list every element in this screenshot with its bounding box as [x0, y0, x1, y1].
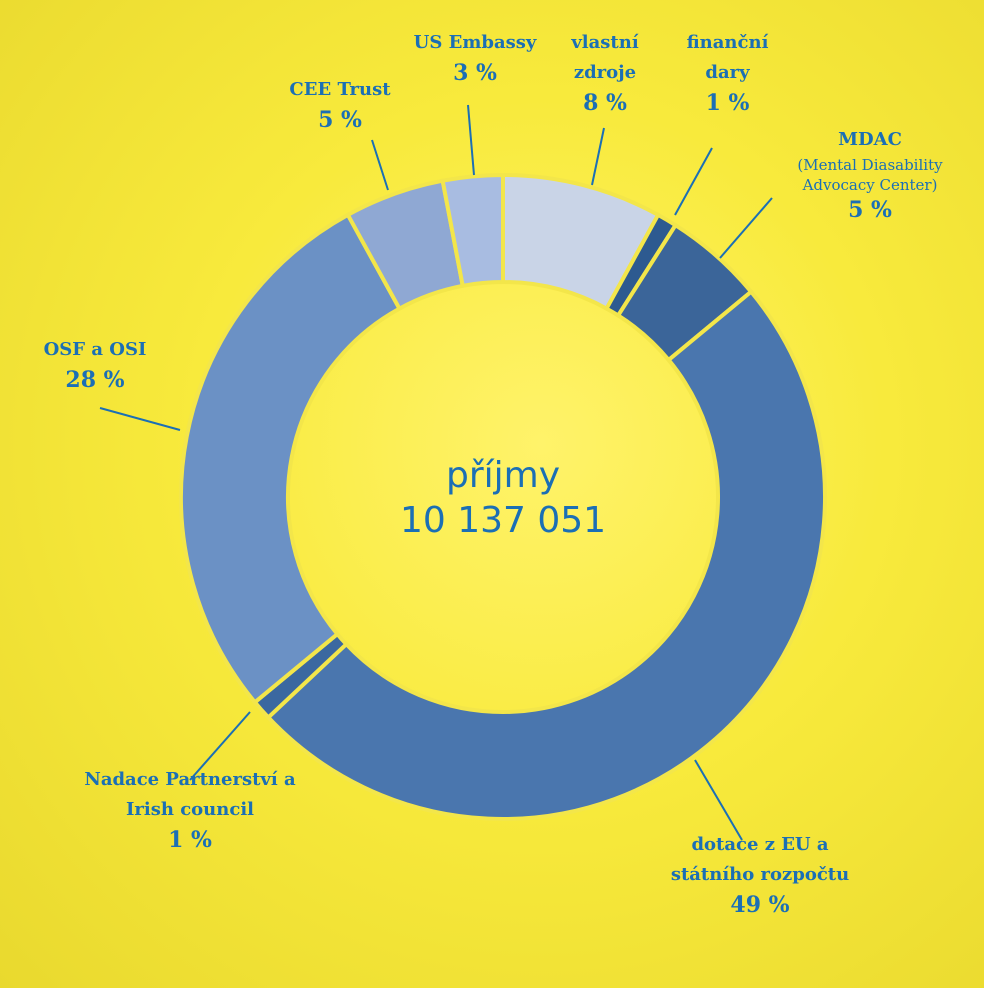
leader-line [592, 128, 604, 185]
value-label: 28 % [20, 365, 170, 395]
page: příjmy 10 137 051 vlastní zdroje8 %finan… [0, 0, 984, 988]
value-label: 3 % [390, 58, 560, 88]
category-label: MDAC [770, 125, 970, 155]
value-label: 5 % [270, 105, 410, 135]
category-label: CEE Trust [270, 75, 410, 105]
leader-line [372, 140, 388, 190]
data-label: MDAC(Mental Diasability Advocacy Center)… [770, 125, 970, 225]
center-title: příjmy [343, 455, 663, 496]
leader-line [720, 198, 772, 258]
center-value: 10 137 051 [343, 500, 663, 541]
category-label: vlastní zdroje [545, 28, 665, 88]
category-label: Nadace Partnerství a Irish council [75, 765, 305, 825]
value-label: 5 % [770, 195, 970, 225]
leader-line [675, 148, 712, 215]
category-label: OSF a OSI [20, 335, 170, 365]
value-label: 1 % [665, 88, 790, 118]
category-label: dotace z EU a státního rozpočtu [660, 830, 860, 890]
category-label: US Embassy [390, 28, 560, 58]
donut-slice [268, 292, 825, 819]
category-label: finanční dary [665, 28, 790, 88]
leader-line [100, 408, 180, 430]
annotation: (Mental Diasability Advocacy Center) [770, 155, 970, 195]
leader-line [695, 760, 742, 840]
leader-line [468, 105, 474, 175]
value-label: 49 % [660, 890, 860, 920]
value-label: 8 % [545, 88, 665, 118]
value-label: 1 % [75, 825, 305, 855]
